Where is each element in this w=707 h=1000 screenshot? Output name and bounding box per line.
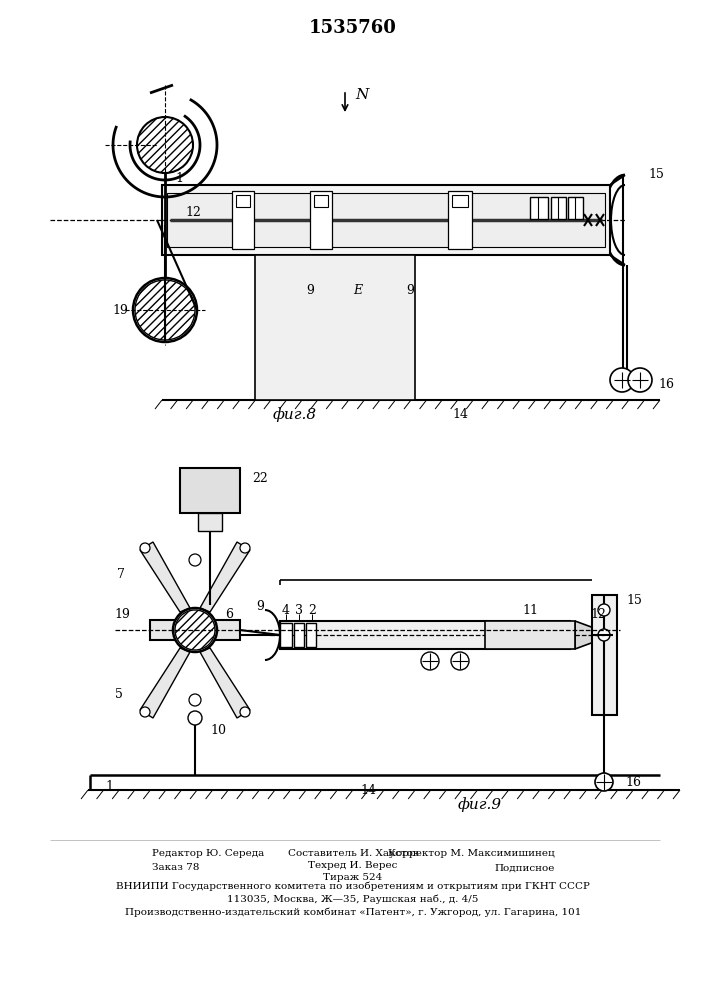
- Bar: [294, 623, 304, 647]
- Text: 22: 22: [252, 472, 268, 485]
- Circle shape: [135, 280, 195, 340]
- Bar: [167, 193, 605, 247]
- Polygon shape: [170, 195, 550, 245]
- Text: 1: 1: [105, 780, 113, 794]
- Text: 1535760: 1535760: [309, 19, 397, 37]
- Text: Тираж 524: Тираж 524: [323, 874, 382, 882]
- Text: 14: 14: [452, 408, 468, 422]
- Text: 11: 11: [522, 604, 538, 617]
- Polygon shape: [140, 542, 190, 612]
- Circle shape: [451, 652, 469, 670]
- Text: 19: 19: [114, 608, 130, 621]
- Circle shape: [140, 707, 150, 717]
- Text: 9: 9: [306, 284, 314, 296]
- Circle shape: [173, 608, 217, 652]
- Circle shape: [595, 773, 613, 791]
- Text: Подписное: Подписное: [495, 863, 555, 872]
- Text: 14: 14: [360, 784, 376, 796]
- Text: Составитель И. Хаустов: Составитель И. Хаустов: [288, 850, 419, 858]
- Text: 9: 9: [406, 284, 414, 296]
- Bar: [280, 621, 570, 649]
- Text: 16: 16: [658, 378, 674, 391]
- Text: Редактор Ю. Середа: Редактор Ю. Середа: [152, 850, 264, 858]
- Text: 15: 15: [626, 593, 642, 606]
- Text: фиг.8: фиг.8: [273, 408, 317, 422]
- Circle shape: [189, 694, 201, 706]
- Text: 7: 7: [117, 568, 125, 582]
- Text: 16: 16: [625, 776, 641, 788]
- Text: 9: 9: [256, 599, 264, 612]
- Polygon shape: [200, 542, 250, 612]
- Circle shape: [137, 117, 193, 173]
- Bar: [568, 197, 583, 219]
- Text: 12: 12: [590, 608, 606, 621]
- Bar: [198, 513, 222, 531]
- Circle shape: [189, 554, 201, 566]
- Text: 1: 1: [175, 172, 183, 184]
- Text: Производственно-издательский комбинат «Патент», г. Ужгород, ул. Гагарина, 101: Производственно-издательский комбинат «П…: [125, 907, 581, 917]
- Circle shape: [336, 265, 344, 273]
- Circle shape: [240, 543, 250, 553]
- Bar: [255, 255, 415, 400]
- Text: 113035, Москва, Ж—35, Раушская наб., д. 4/5: 113035, Москва, Ж—35, Раушская наб., д. …: [228, 894, 479, 904]
- Text: 12: 12: [185, 207, 201, 220]
- Text: 5: 5: [115, 688, 123, 702]
- Text: 10: 10: [210, 724, 226, 736]
- Circle shape: [421, 652, 439, 670]
- Bar: [306, 623, 316, 647]
- Text: 6: 6: [225, 608, 233, 621]
- Circle shape: [375, 259, 395, 279]
- Text: 19: 19: [112, 304, 128, 316]
- Text: 2: 2: [308, 604, 316, 617]
- Text: Техред И. Верес: Техред И. Верес: [308, 861, 397, 870]
- Text: N: N: [355, 88, 368, 102]
- Circle shape: [175, 610, 215, 650]
- Bar: [162, 185, 610, 255]
- Circle shape: [133, 278, 197, 342]
- Bar: [310, 191, 332, 249]
- Bar: [180, 468, 240, 513]
- Text: фиг.9: фиг.9: [458, 798, 502, 812]
- Circle shape: [628, 368, 652, 392]
- Text: E: E: [354, 284, 363, 296]
- Polygon shape: [575, 621, 613, 649]
- Circle shape: [330, 259, 350, 279]
- Polygon shape: [140, 648, 190, 718]
- Bar: [452, 195, 468, 207]
- Bar: [485, 621, 575, 649]
- Bar: [592, 595, 617, 715]
- Circle shape: [598, 604, 610, 616]
- Text: 3: 3: [295, 604, 303, 617]
- Text: Корректор М. Максимишинец: Корректор М. Максимишинец: [388, 850, 555, 858]
- Bar: [236, 195, 250, 207]
- Circle shape: [381, 265, 389, 273]
- Circle shape: [610, 368, 634, 392]
- Bar: [280, 623, 292, 647]
- Polygon shape: [200, 648, 250, 718]
- Bar: [314, 195, 328, 207]
- Circle shape: [598, 629, 610, 641]
- Bar: [551, 197, 566, 219]
- Bar: [530, 197, 548, 219]
- Text: 4: 4: [282, 604, 290, 617]
- Bar: [232, 191, 254, 249]
- Text: 15: 15: [648, 168, 664, 182]
- Bar: [150, 620, 240, 640]
- Text: Заказ 78: Заказ 78: [152, 863, 199, 872]
- Circle shape: [188, 711, 202, 725]
- Circle shape: [240, 707, 250, 717]
- Text: ВНИИПИ Государственного комитета по изобретениям и открытиям при ГКНТ СССР: ВНИИПИ Государственного комитета по изоб…: [116, 881, 590, 891]
- Circle shape: [140, 543, 150, 553]
- Bar: [448, 191, 472, 249]
